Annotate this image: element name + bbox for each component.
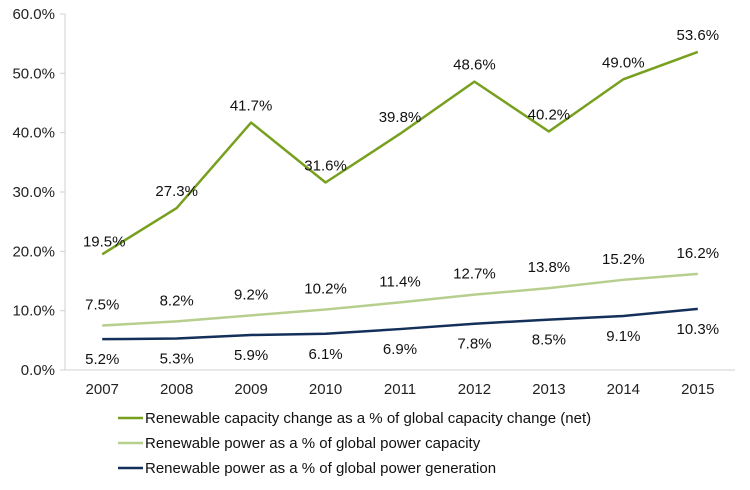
data-label-power-capacity: 11.4% xyxy=(379,273,420,290)
legend-label: Renewable capacity change as a % of glob… xyxy=(145,410,591,427)
data-label-capacity-change: 48.6% xyxy=(453,57,496,74)
data-label-power-capacity: 15.2% xyxy=(602,251,645,268)
capacity-change-line xyxy=(101,50,699,256)
data-label-power-generation: 10.3% xyxy=(677,321,720,338)
data-label-power-capacity: 9.2% xyxy=(234,286,268,303)
x-tick-labels: 2007 2008 2009 2010 2011 2012 2013 2014 2015 xyxy=(86,381,715,398)
power-generation-line xyxy=(102,307,698,341)
power-capacity-line xyxy=(102,272,698,327)
data-label-power-capacity: 8.2% xyxy=(160,292,194,309)
data-label-power-capacity: 12.7% xyxy=(453,266,496,283)
data-label-capacity-change: 39.8% xyxy=(379,109,422,126)
x-tick-label: 2011 xyxy=(384,381,416,398)
x-tick-label: 2014 xyxy=(607,381,640,398)
y-tick-label: 40.0% xyxy=(12,125,55,142)
data-label-capacity-change: 41.7% xyxy=(230,98,273,115)
legend-power-capacity: Renewable power as a % of global power c… xyxy=(118,435,481,452)
data-label-power-capacity: 13.8% xyxy=(528,259,571,276)
y-tick-labels: 0.0% 10.0% 20.0% 30.0% 40.0% 50.0% 60.0% xyxy=(12,6,65,379)
data-label-power-generation: 5.3% xyxy=(160,351,194,368)
y-tick-label: 20.0% xyxy=(12,243,55,260)
data-label-power-generation: 5.2% xyxy=(85,351,119,368)
legend-capacity-change: Renewable capacity change as a % of glob… xyxy=(118,410,591,427)
x-tick-label: 2013 xyxy=(532,381,565,398)
data-label-capacity-change: 40.2% xyxy=(528,106,571,123)
y-tick-label: 0.0% xyxy=(21,362,55,379)
data-label-power-capacity: 16.2% xyxy=(677,245,720,262)
data-label-power-capacity: 7.5% xyxy=(85,297,119,314)
legend-power-generation: Renewable power as a % of global power g… xyxy=(118,460,496,477)
x-tick-label: 2008 xyxy=(160,381,193,398)
data-label-power-generation: 8.5% xyxy=(532,332,566,349)
data-label-power-generation: 9.1% xyxy=(606,328,640,345)
x-tick-label: 2015 xyxy=(681,381,714,398)
data-label-power-generation: 6.9% xyxy=(383,341,417,358)
y-tick-label: 60.0% xyxy=(12,6,55,23)
data-label-power-generation: 5.9% xyxy=(234,347,268,364)
y-tick-label: 10.0% xyxy=(12,303,55,320)
data-label-capacity-change: 27.3% xyxy=(155,183,198,200)
data-label-power-capacity: 10.2% xyxy=(304,280,347,297)
data-label-power-generation: 7.8% xyxy=(457,336,491,353)
y-tick-label: 50.0% xyxy=(12,65,55,82)
x-tick-label: 2009 xyxy=(234,381,267,398)
legend-label: Renewable power as a % of global power g… xyxy=(145,460,496,477)
y-tick-label: 30.0% xyxy=(12,184,55,201)
legend-label: Renewable power as a % of global power c… xyxy=(145,435,481,452)
data-label-capacity-change: 53.6% xyxy=(677,27,720,44)
data-labels: 19.5% 27.3% 41.7% 31.6% 39.8% 48.6% 40.2% 49.0%… xyxy=(83,27,719,368)
x-tick-label: 2010 xyxy=(309,381,342,398)
data-label-capacity-change: 31.6% xyxy=(304,158,347,175)
data-label-capacity-change: 19.5% xyxy=(83,233,126,250)
x-tick-label: 2007 xyxy=(86,381,119,398)
x-tick-label: 2012 xyxy=(458,381,491,398)
series-lines xyxy=(101,50,699,341)
data-label-power-generation: 6.1% xyxy=(308,346,342,363)
data-label-capacity-change: 49.0% xyxy=(602,54,645,71)
legend: Renewable capacity change as a % of glob… xyxy=(118,410,591,477)
